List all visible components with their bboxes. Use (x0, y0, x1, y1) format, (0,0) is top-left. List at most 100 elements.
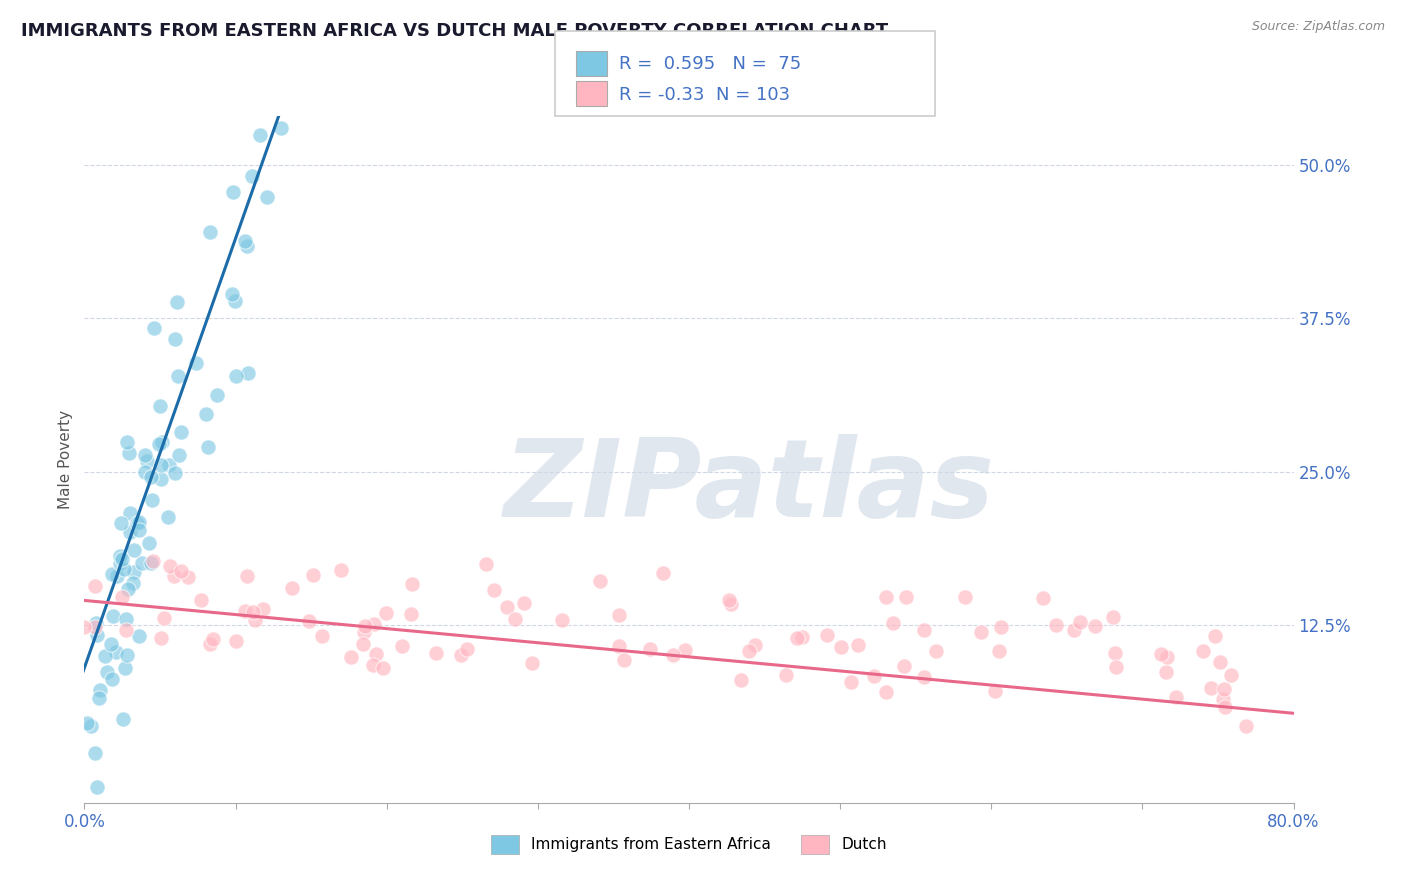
Point (1212, 681, 1234, 696)
Point (114, 623, 136, 637)
Point (170, 564, 193, 578)
Point (815, 628, 838, 642)
Point (233, 604, 256, 618)
Point (139, 469, 162, 483)
Y-axis label: Male Poverty: Male Poverty (58, 409, 73, 509)
Point (450, 648, 472, 662)
Point (792, 630, 814, 644)
Point (361, 657, 384, 672)
Point (924, 644, 946, 658)
Point (1213, 700, 1236, 714)
Point (786, 631, 808, 645)
Point (353, 624, 375, 639)
Point (839, 675, 862, 690)
Point (607, 608, 630, 623)
Point (202, 632, 225, 647)
Point (117, 582, 139, 597)
Point (1105, 660, 1128, 674)
Point (165, 331, 187, 345)
Point (503, 612, 526, 626)
Point (270, 121, 292, 136)
Point (159, 458, 181, 472)
Text: R =  0.595   N =  75: R = 0.595 N = 75 (619, 55, 801, 73)
Point (1220, 668, 1243, 682)
Point (128, 629, 150, 643)
Point (224, 294, 246, 309)
Point (124, 565, 146, 579)
Point (495, 599, 517, 614)
Point (425, 646, 447, 660)
Point (401, 577, 423, 591)
Point (225, 368, 247, 383)
Point (311, 629, 333, 643)
Point (846, 638, 869, 652)
Point (474, 557, 496, 571)
Point (1069, 615, 1091, 629)
Point (236, 366, 259, 380)
Point (233, 235, 256, 249)
Point (513, 597, 536, 611)
Point (114, 661, 136, 675)
Point (236, 239, 259, 253)
Text: ZIPatlas: ZIPatlas (503, 434, 995, 540)
Point (115, 648, 138, 662)
Point (363, 616, 385, 631)
Point (589, 574, 612, 588)
Point (105, 569, 128, 583)
Point (84, 746, 107, 760)
Point (165, 466, 187, 480)
Point (138, 536, 160, 550)
Point (738, 644, 761, 658)
Point (1156, 665, 1178, 680)
Point (990, 620, 1012, 634)
Point (96, 665, 118, 679)
Point (375, 606, 398, 620)
Point (456, 642, 478, 657)
Point (1212, 692, 1234, 706)
Point (249, 128, 271, 142)
Point (225, 633, 247, 648)
Legend: Immigrants from Eastern Africa, Dutch: Immigrants from Eastern Africa, Dutch (491, 835, 887, 854)
Text: IMMIGRANTS FROM EASTERN AFRICA VS DUTCH MALE POVERTY CORRELATION CHART: IMMIGRANTS FROM EASTERN AFRICA VS DUTCH … (21, 22, 889, 40)
Point (111, 712, 134, 726)
Point (1063, 623, 1085, 637)
Point (1209, 655, 1232, 669)
Point (661, 648, 683, 663)
Point (159, 558, 181, 573)
Point (118, 525, 141, 540)
Point (1156, 649, 1178, 664)
Point (613, 653, 636, 667)
Point (86, 780, 108, 794)
Point (912, 670, 935, 684)
Point (551, 613, 574, 627)
Point (128, 515, 150, 529)
Point (240, 169, 263, 183)
Point (150, 631, 173, 645)
Point (134, 448, 156, 462)
Point (399, 607, 422, 621)
Point (131, 556, 153, 570)
Point (84, 579, 107, 593)
Point (222, 185, 245, 199)
Point (94, 648, 117, 663)
Point (177, 570, 200, 584)
Point (111, 591, 134, 605)
Point (912, 623, 935, 637)
Point (100, 672, 122, 686)
Point (150, 458, 173, 472)
Point (953, 590, 976, 604)
Point (607, 639, 630, 653)
Point (150, 435, 173, 450)
Point (197, 440, 219, 454)
Point (984, 683, 1007, 698)
Point (1204, 629, 1226, 643)
Point (167, 368, 190, 383)
Point (195, 407, 218, 421)
Point (73, 620, 96, 634)
Point (638, 641, 661, 656)
Point (80, 719, 103, 733)
Point (221, 287, 243, 301)
Point (190, 593, 212, 607)
Point (970, 625, 993, 640)
Point (391, 639, 413, 653)
